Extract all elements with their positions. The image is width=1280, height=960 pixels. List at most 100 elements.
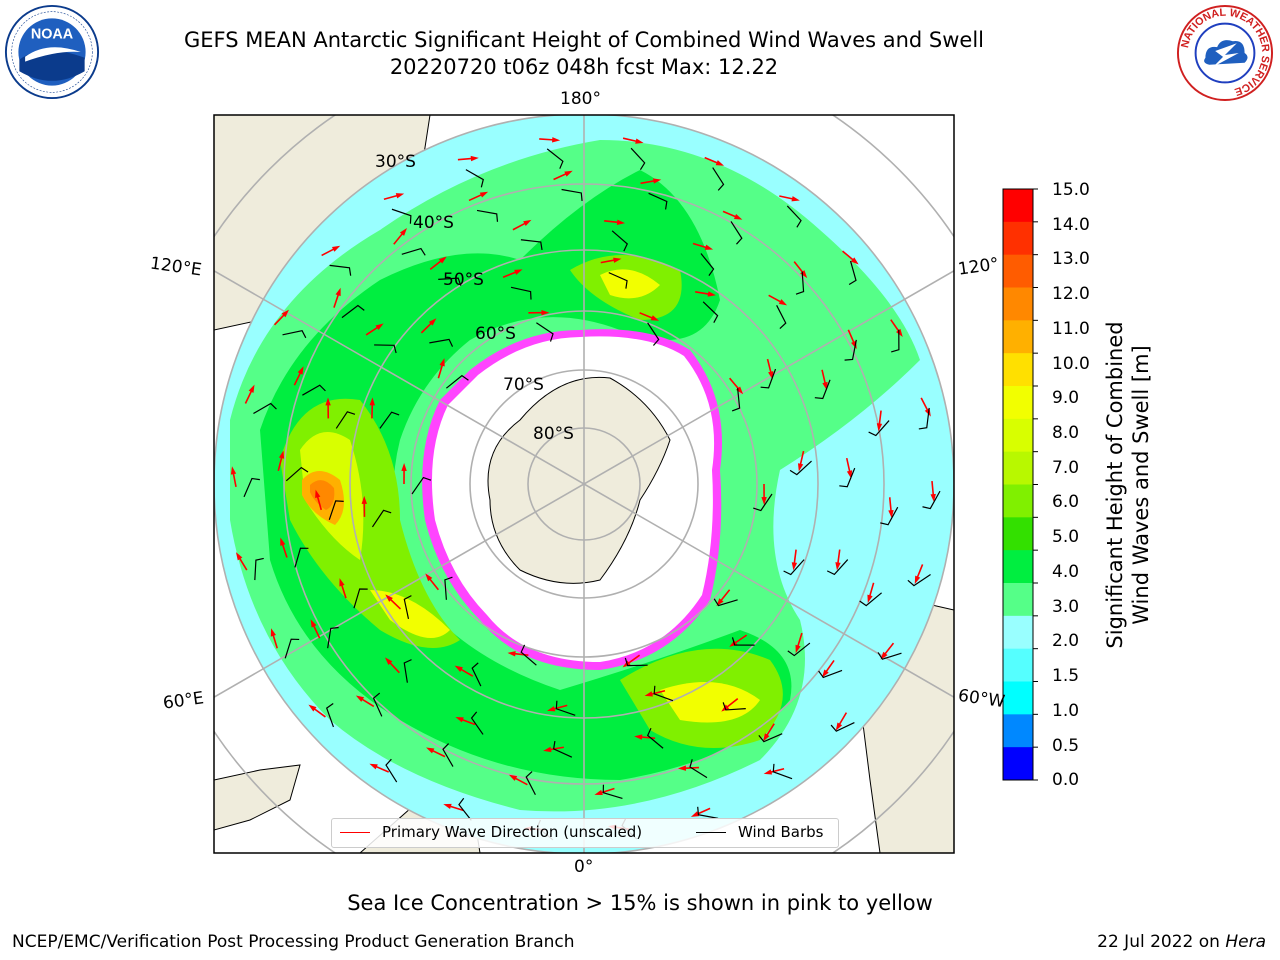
wave-direction-arrowhead — [375, 323, 384, 331]
colorbar-label-line2: Wind Waves and Swell [m] — [1129, 345, 1153, 625]
wave-direction-arrowhead — [355, 695, 365, 702]
colorbar-swatch — [1003, 484, 1033, 518]
wind-barb — [243, 477, 260, 498]
wave-direction-arrowhead — [280, 537, 286, 546]
wind-barb — [844, 339, 857, 361]
wind-barb — [611, 230, 629, 252]
wind-barb — [624, 657, 648, 667]
wave-direction-arrowhead — [791, 562, 798, 571]
wind-barb — [776, 305, 787, 329]
wave-direction-arrowhead — [733, 214, 743, 220]
graticule — [214, 115, 954, 853]
colorbar-label-line1: Significant Height of Combined — [1103, 321, 1127, 649]
wind-barb — [602, 784, 623, 800]
wave-direction-arrowhead — [479, 191, 489, 198]
wave-direction-arrowhead — [930, 493, 936, 503]
date-stamp: 22 Jul 2022 on Hera — [1097, 932, 1266, 952]
wind-barb — [282, 330, 307, 339]
colorbar-swatch — [1003, 418, 1033, 453]
colorbar-tick-label: 0.0 — [1052, 770, 1080, 790]
wind-barb — [758, 733, 783, 743]
noaa-logo: NOAA — [4, 4, 100, 100]
wind-barb — [254, 557, 264, 581]
wave-direction-arrowhead — [523, 219, 532, 227]
wind-barb — [385, 758, 398, 783]
wave-direction-arrowhead — [401, 463, 407, 471]
wave-direction-arrowhead — [543, 746, 552, 753]
wave-direction-arrowhead — [230, 466, 237, 475]
colorbar-tick-label: 10.0 — [1052, 354, 1090, 374]
wind-barb — [818, 669, 843, 679]
wind-barb — [880, 506, 899, 526]
wind-barbs — [243, 147, 941, 841]
legend-wave-line — [340, 831, 370, 833]
wave-direction-arrowhead — [564, 170, 573, 177]
colorbar-tick-label: 15.0 — [1052, 180, 1090, 200]
wave-direction-arrowhead — [315, 489, 321, 499]
wave-direction-arrowhead — [762, 733, 770, 742]
wind-barb — [458, 797, 472, 821]
colorbar-swatch — [1003, 386, 1033, 420]
wind-barb — [700, 253, 715, 276]
colorbar-tick-label: 13.0 — [1052, 249, 1090, 269]
wave-direction-arrowhead — [876, 423, 883, 432]
wind-barb — [327, 626, 339, 649]
wind-barb — [689, 759, 708, 779]
wave-direction-arrowhead — [880, 651, 888, 660]
sea-ice-note: Sea Ice Concentration > 15% is shown in … — [347, 891, 933, 915]
colorbar-tick-label: 12.0 — [1052, 284, 1090, 304]
colorbar-tick-label: 8.0 — [1052, 423, 1080, 443]
wave-direction-arrowhead — [707, 291, 716, 297]
wind-barb — [391, 208, 412, 224]
wind-barb — [253, 402, 277, 415]
wave-direction-arrowhead — [914, 575, 921, 584]
wind-barb — [702, 301, 719, 324]
legend-wind-line — [696, 831, 726, 833]
date-host: Hera — [1225, 932, 1266, 952]
wind-barb — [341, 304, 365, 319]
wind-barb — [429, 338, 454, 347]
wind-barb — [285, 466, 309, 482]
lat-label-50s: 50°S — [443, 270, 484, 290]
wind-barb — [814, 379, 831, 400]
wind-barb — [859, 592, 882, 607]
wave-direction-arrowhead — [385, 594, 393, 602]
wind-barb — [783, 559, 805, 576]
colorbar-tick-label: 7.0 — [1052, 458, 1080, 478]
colorbar-swatch — [1003, 353, 1033, 387]
colorbar-swatch — [1003, 320, 1033, 354]
wind-barb — [630, 147, 646, 171]
wave-direction-arrowhead — [735, 386, 744, 395]
wind-barb — [411, 476, 432, 495]
colorbar-swatch — [1003, 517, 1033, 551]
wind-barb — [877, 652, 902, 660]
wave-direction-arrowhead — [399, 227, 407, 236]
wave-direction-arrowhead — [395, 193, 405, 199]
wind-barb — [442, 743, 454, 767]
wave-direction-arrowhead — [616, 219, 626, 225]
chart-title: GEFS MEAN Antarctic Significant Height o… — [183, 28, 985, 52]
wave-direction-arrowhead — [715, 160, 725, 166]
wave-direction-arrowhead — [278, 450, 285, 459]
wind-barb — [713, 598, 738, 607]
wind-barb — [520, 239, 543, 251]
wave-direction-arrowhead — [797, 463, 804, 472]
wind-barb — [907, 573, 931, 587]
wind-barb — [525, 771, 536, 795]
wind-barb — [328, 500, 344, 521]
wind-barb — [372, 692, 383, 717]
wind-barb — [722, 702, 746, 711]
wave-direction-arrowhead — [425, 573, 433, 582]
wave-direction-arrowhead — [339, 578, 345, 587]
colorbar-swatch — [1003, 221, 1033, 256]
lat-label-80s: 80°S — [533, 424, 574, 444]
wind-barb — [760, 368, 777, 389]
wind-barb — [555, 700, 576, 716]
wind-barb — [403, 659, 412, 683]
wave-direction-arrowhead — [867, 594, 873, 603]
wave-direction-arrowhead — [428, 318, 437, 326]
wave-direction-arrowhead — [791, 196, 800, 202]
wind-barb — [731, 637, 755, 646]
wave-direction-arrowhead — [281, 309, 290, 318]
